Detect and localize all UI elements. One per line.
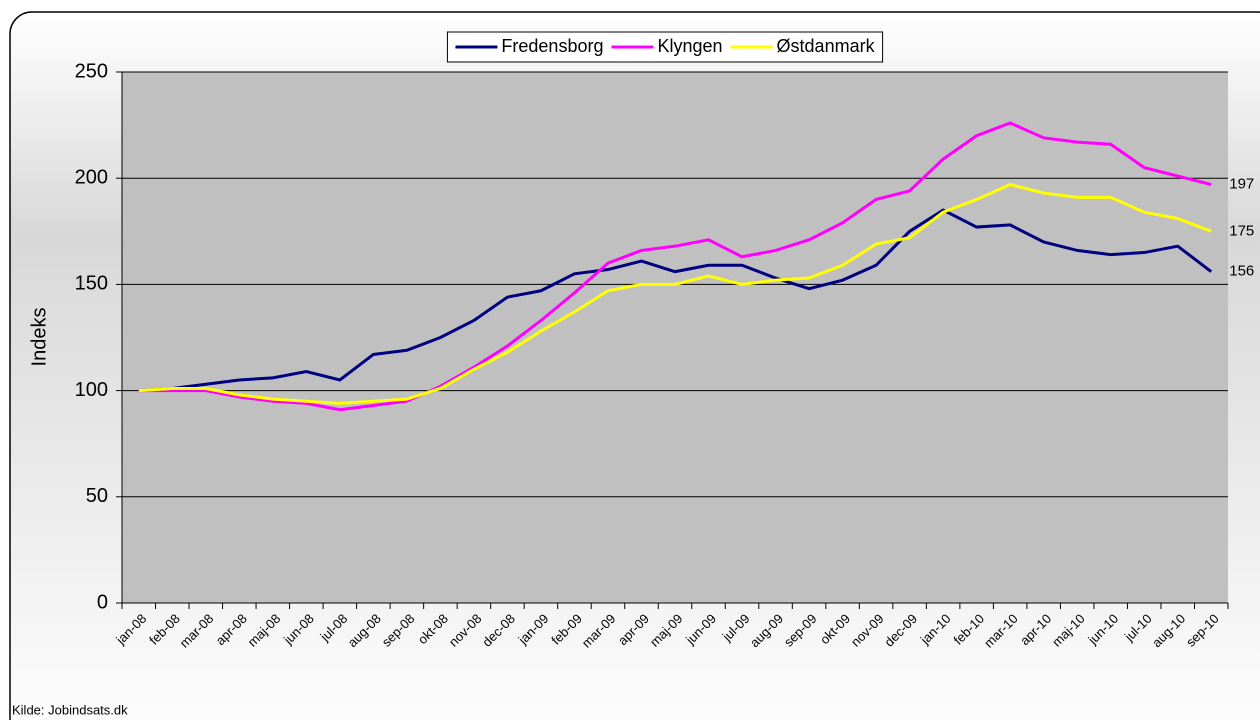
source: Kilde: Jobindsats.dk — [12, 702, 128, 717]
y-tick-label: 50 — [86, 485, 108, 507]
legend-label: Fredensborg — [501, 36, 603, 56]
y-tick-label: 100 — [75, 379, 108, 401]
plot-area — [122, 72, 1228, 603]
legend-box — [446, 31, 884, 63]
legend-label: Østdanmark — [777, 36, 876, 56]
y-tick-label: 0 — [97, 591, 108, 613]
y-tick-label: 250 — [75, 60, 108, 82]
end-label: 197 — [1229, 176, 1254, 193]
legend: Fredensborg Klyngen Østdanmark — [446, 31, 884, 63]
y-axis-label: Indeks — [28, 308, 50, 367]
y-tick-label: 150 — [75, 273, 108, 295]
y-tick-label: 200 — [75, 166, 108, 188]
end-label: 175 — [1229, 222, 1254, 239]
series-line — [138, 121, 1212, 412]
series-line — [138, 208, 1213, 393]
series-line — [138, 182, 1212, 405]
legend-label: Klyngen — [657, 36, 722, 56]
end-label: 156 — [1229, 263, 1254, 280]
